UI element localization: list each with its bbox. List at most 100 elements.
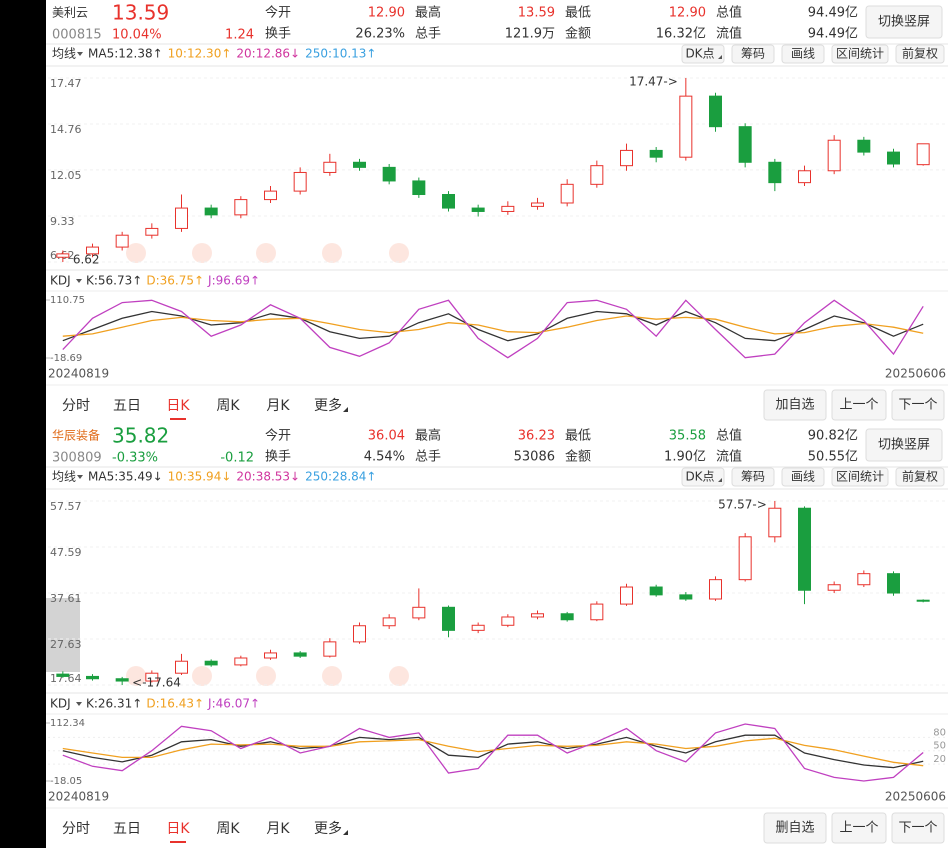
- start-date: 20240819: [48, 367, 109, 381]
- candle-body: [887, 573, 900, 594]
- action-label: 上一个: [839, 821, 878, 836]
- end-date: 20250606: [885, 367, 946, 381]
- left-edge: [0, 0, 46, 848]
- field-label: 金额: [565, 449, 591, 465]
- change: -0.12: [220, 451, 254, 466]
- chart-tool-icon[interactable]: [192, 243, 212, 263]
- kdj-line: [62, 315, 924, 337]
- tool-button[interactable]: [895, 467, 945, 487]
- period-tab[interactable]: 分时: [62, 398, 90, 414]
- action-button[interactable]: [831, 389, 887, 421]
- chart-tool-icon[interactable]: [389, 243, 409, 263]
- y-tick-label-right: 50: [933, 741, 946, 752]
- field-value: 35.58: [669, 429, 706, 444]
- orientation-button[interactable]: [865, 428, 943, 462]
- y-tick-label: 47.59: [50, 546, 82, 559]
- candle-body: [145, 672, 159, 682]
- kdj-value: J:96.69↑: [207, 274, 260, 288]
- field-label: 总手: [415, 450, 441, 465]
- tool-button[interactable]: [831, 467, 889, 487]
- period-tab[interactable]: 更多: [314, 820, 342, 837]
- tool-button[interactable]: [781, 44, 825, 64]
- chart-tool-icon[interactable]: [126, 243, 146, 263]
- y-tick-label: 110.75: [50, 295, 85, 306]
- y-tick-label: 9.33: [50, 215, 75, 228]
- change-pct: -0.33%: [112, 451, 158, 466]
- candle-body: [560, 183, 574, 204]
- tool-label: 前复权: [902, 469, 938, 484]
- ma-value: 250:10.13↑: [305, 47, 376, 61]
- period-tab[interactable]: 月K: [266, 398, 290, 414]
- tool-button[interactable]: [681, 467, 725, 487]
- action-label: 删自选: [775, 821, 814, 836]
- change: 1.24: [225, 28, 254, 43]
- chart-tool-icon[interactable]: [256, 666, 276, 686]
- field-value: 1.90亿: [664, 450, 706, 465]
- field-label: 总值: [716, 5, 742, 21]
- candle-body: [738, 126, 752, 163]
- field-value: 53086: [514, 450, 555, 465]
- kdj-line: [62, 737, 924, 767]
- stock-price: 13.59: [112, 1, 169, 25]
- tool-button[interactable]: [831, 44, 889, 64]
- y-tick-label-right: 80: [933, 727, 946, 738]
- chart-tool-icon[interactable]: [192, 666, 212, 686]
- ma-title: 均线: [52, 47, 76, 61]
- tool-button[interactable]: [731, 44, 775, 64]
- period-tab[interactable]: 周K: [216, 821, 240, 837]
- candle-body: [709, 95, 722, 128]
- chart-tool-icon[interactable]: [126, 666, 146, 686]
- candle-body: [353, 625, 366, 643]
- kdj-value: K:26.31↑: [86, 697, 142, 711]
- field-label: 总值: [716, 428, 742, 444]
- candle-body: [768, 161, 782, 184]
- period-tab[interactable]: 日K: [166, 821, 190, 837]
- orientation-button[interactable]: [865, 5, 943, 39]
- field-label: 最低: [565, 429, 591, 444]
- chart-tool-icon[interactable]: [322, 243, 342, 263]
- candle-body: [501, 616, 515, 626]
- tool-label: 筹码: [741, 47, 765, 61]
- tool-button[interactable]: [781, 467, 825, 487]
- tool-button[interactable]: [681, 44, 725, 64]
- field-value: 12.90: [669, 6, 706, 21]
- field-label: 流值: [716, 449, 742, 465]
- action-button[interactable]: [763, 812, 827, 844]
- tool-button[interactable]: [731, 467, 775, 487]
- chart-tool-icon[interactable]: [256, 243, 276, 263]
- dropdown-icon: [76, 702, 82, 706]
- chart-tool-icon[interactable]: [322, 666, 342, 686]
- tool-label: 区间统计: [836, 470, 884, 484]
- candle-body: [649, 149, 663, 158]
- period-tab[interactable]: 五日: [113, 398, 141, 414]
- candle-body: [145, 227, 159, 236]
- period-tab[interactable]: 日K: [166, 398, 190, 414]
- field-value: 12.90: [368, 6, 405, 21]
- tool-label: 区间统计: [836, 47, 884, 61]
- period-tab[interactable]: 月K: [266, 821, 290, 837]
- candle-body: [56, 673, 70, 677]
- candle-body: [471, 624, 485, 631]
- period-tab[interactable]: 五日: [113, 821, 141, 837]
- action-button[interactable]: [891, 389, 945, 421]
- action-button[interactable]: [891, 812, 945, 844]
- kdj-line: [62, 310, 924, 342]
- action-button[interactable]: [763, 389, 827, 421]
- low-label: 6.62: [73, 253, 100, 267]
- active-indicator: [170, 418, 186, 420]
- chart-tool-icon[interactable]: [389, 666, 409, 686]
- tool-label: 前复权: [902, 46, 938, 61]
- action-button[interactable]: [831, 812, 887, 844]
- candle-body: [115, 678, 129, 682]
- change-pct: 10.04%: [112, 28, 162, 43]
- tool-button[interactable]: [895, 44, 945, 64]
- orientation-button-label: 切换竖屏: [878, 15, 930, 30]
- ma-title: 均线: [52, 470, 76, 484]
- candle-body: [649, 586, 663, 596]
- period-tab[interactable]: 分时: [62, 821, 90, 837]
- dropdown-icon: [77, 475, 83, 479]
- period-tab[interactable]: 周K: [216, 398, 240, 414]
- action-label: 下一个: [898, 821, 937, 836]
- period-tab[interactable]: 更多: [314, 397, 342, 414]
- candle-body: [264, 190, 277, 201]
